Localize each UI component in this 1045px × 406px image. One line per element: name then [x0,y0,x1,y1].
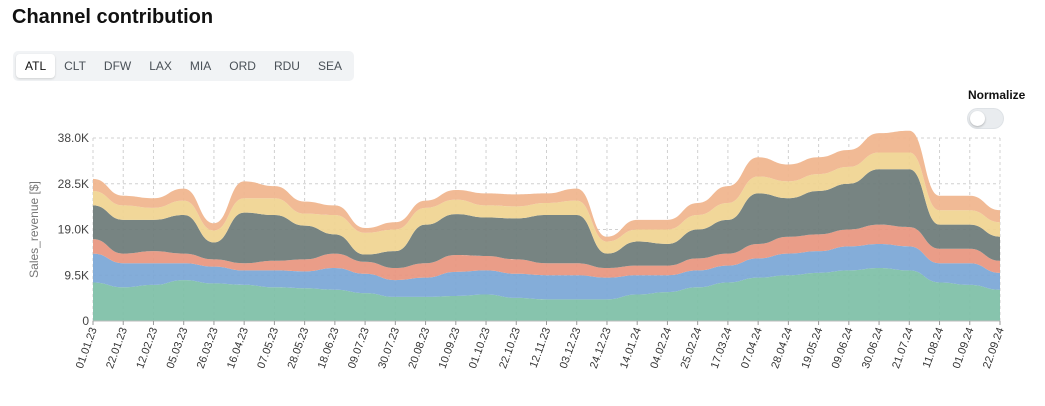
normalize-label: Normalize [968,88,1026,102]
x-tick-label: 18.06.23 [316,326,342,370]
location-tabs: ATL CLT DFW LAX MIA ORD RDU SEA [13,51,354,81]
x-tick-label: 25.02.24 [679,326,705,370]
x-tick-label: 01.09.24 [951,326,977,370]
tab-lax[interactable]: LAX [149,59,172,73]
x-tick-label: 09.07.23 [346,326,372,370]
x-tick-label: 07.04.24 [739,326,765,370]
x-tick-label: 16.04.23 [225,326,251,370]
area-series-0 [93,268,1000,321]
x-tick-label: 03.12.23 [558,326,584,370]
y-tick-label: 38.0K [58,131,89,145]
x-tick-label: 04.02.24 [648,326,674,370]
y-tick-label: 28.5K [58,177,89,191]
tab-sea[interactable]: SEA [317,59,342,73]
area-series-5 [93,130,1000,242]
area-series-4 [93,152,1000,255]
x-tick-label: 09.06.24 [830,326,856,370]
x-tick-label: 30.07.23 [376,326,402,370]
x-tick-label: 19.05.24 [799,326,825,370]
x-tick-label: 12.11.23 [528,326,554,370]
x-tick-label: 28.05.23 [286,326,312,370]
x-tick-label: 01.01.23 [74,326,100,370]
x-tick-label: 28.04.24 [769,326,795,370]
tab-rdu[interactable]: RDU [273,59,300,73]
y-tick-label: 9.5K [64,268,89,282]
y-tick-label: 0 [82,314,89,328]
area-series-3 [93,169,1000,269]
area-series-1 [93,243,1000,300]
x-tick-label: 21.07.24 [890,326,916,370]
x-tick-label: 01.10.23 [467,326,493,370]
x-tick-label: 20.08.23 [406,326,432,370]
toggle-knob [970,111,985,126]
x-tick-label: 12.02.23 [134,326,160,370]
tab-dfw[interactable]: DFW [103,59,132,73]
x-tick-label: 17.03.24 [709,326,735,370]
x-tick-label: 10.09.23 [437,326,463,370]
area-series-2 [93,224,1000,281]
x-tick-label: 14.01.24 [618,326,644,370]
x-tick-label: 11.08.24 [921,326,947,370]
x-tick-label: 22.09.24 [981,326,1007,370]
tab-clt[interactable]: CLT [64,59,86,73]
x-tick-label: 30.06.24 [860,326,886,370]
x-tick-label: 26.03.23 [195,326,221,370]
x-tick-label: 22.10.23 [497,326,523,370]
normalize-toggle[interactable] [967,108,1004,129]
tab-atl[interactable]: ATL [16,54,56,78]
x-tick-label: 07.05.23 [255,326,281,370]
y-axis-label: Sales_revenue [$] [27,181,41,278]
tab-ord[interactable]: ORD [229,59,256,73]
x-tick-label: 05.03.23 [165,326,191,370]
x-tick-label: 24.12.23 [588,326,614,370]
page-title: Channel contribution [12,6,214,28]
y-tick-label: 19.0K [58,223,89,237]
tab-mia[interactable]: MIA [189,59,212,73]
x-tick-label: 22.01.23 [104,326,130,370]
